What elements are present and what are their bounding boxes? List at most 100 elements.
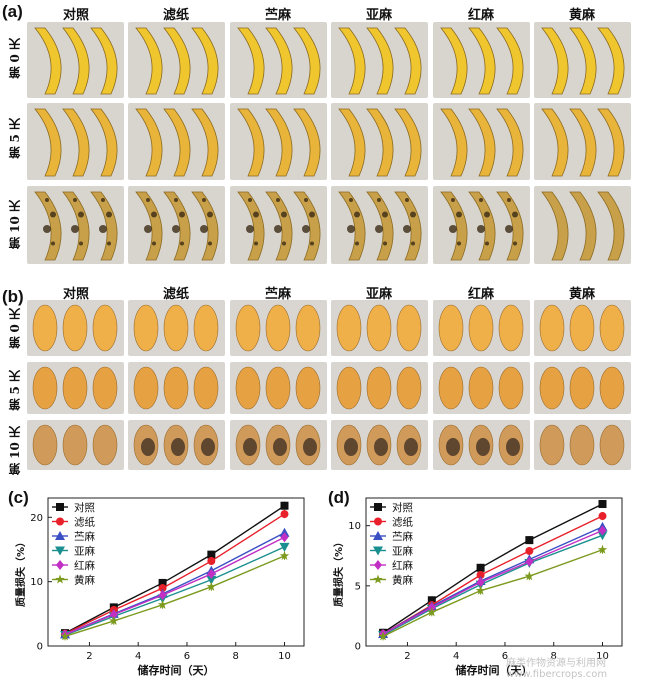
legend-label: 黄麻 — [392, 574, 413, 587]
y-axis-label: 质量损失（%） — [14, 537, 27, 607]
data-point — [427, 596, 436, 605]
panel-label-c: (c) — [8, 488, 29, 507]
legend-label: 滤纸 — [74, 516, 95, 529]
data-point — [158, 590, 167, 601]
data-point — [524, 571, 535, 581]
data-point — [279, 527, 290, 537]
data-point — [279, 550, 290, 560]
mango-photo — [534, 420, 631, 470]
mango-photo — [27, 362, 124, 414]
data-point — [280, 501, 289, 510]
legend-marker — [373, 546, 383, 556]
legend-label: 苎麻 — [74, 530, 95, 543]
data-point — [598, 512, 607, 521]
panel-label-b: (b) — [2, 287, 24, 306]
banana-photo — [331, 186, 428, 264]
data-point — [598, 525, 607, 536]
data-point — [476, 563, 485, 572]
mango-photo — [27, 420, 124, 470]
data-point — [280, 510, 289, 519]
legend-label: 黄麻 — [74, 574, 95, 587]
banana-photo — [27, 186, 124, 264]
mango-row-label: 第 5 天 — [8, 370, 22, 411]
mango-col-header: 亚麻 — [365, 287, 392, 302]
banana-row-label: 第 10 天 — [8, 200, 22, 250]
plot-frame — [47, 497, 305, 647]
banana-col-header: 黄麻 — [568, 8, 595, 23]
x-tick-label: 2 — [404, 651, 410, 662]
y-tick-label: 20 — [30, 513, 43, 524]
mango-photo — [230, 420, 327, 470]
banana-photo — [331, 103, 428, 180]
mango-photo — [534, 300, 631, 356]
data-point — [475, 585, 486, 595]
y-tick-label: 5 — [355, 581, 361, 592]
legend-marker — [55, 574, 65, 584]
x-tick-label: 8 — [551, 651, 557, 662]
banana-photo — [230, 22, 327, 98]
panel-label-d: (d) — [328, 488, 350, 507]
x-tick-label: 6 — [502, 651, 508, 662]
mango-photo — [128, 420, 225, 470]
panel-label-a: (a) — [2, 2, 23, 21]
banana-col-header: 苎麻 — [264, 8, 291, 23]
mango-photo — [230, 362, 327, 414]
data-point — [378, 631, 388, 641]
data-point — [109, 615, 119, 625]
data-point — [525, 546, 534, 555]
x-tick-label: 8 — [233, 651, 239, 662]
mango-photo — [433, 420, 530, 470]
x-tick-label: 2 — [86, 651, 92, 662]
data-point — [60, 631, 70, 641]
legend-marker — [55, 531, 65, 540]
banana-col-header: 对照 — [62, 8, 89, 23]
banana-photo — [128, 103, 225, 180]
legend-marker — [55, 546, 65, 556]
x-tick-label: 10 — [278, 651, 291, 662]
legend-marker — [374, 560, 382, 570]
x-tick-label: 4 — [135, 651, 141, 662]
banana-photo — [534, 186, 631, 264]
data-point — [158, 578, 167, 587]
plot-frame — [365, 497, 623, 647]
legend-marker — [374, 503, 382, 511]
mango-photo — [128, 362, 225, 414]
watermark-text: 麻类作物资源与利用网 www.fibercrops.com — [506, 658, 608, 680]
banana-photo — [433, 103, 530, 180]
mango-row-label: 第 0 天 — [8, 308, 22, 349]
mango-col-header: 对照 — [62, 287, 89, 302]
banana-photo — [128, 186, 225, 264]
legend-marker — [373, 531, 383, 540]
banana-photo — [27, 103, 124, 180]
banana-photo — [230, 186, 327, 264]
mango-photo — [27, 300, 124, 356]
y-tick-label: 10 — [30, 577, 43, 588]
x-tick-label: 6 — [184, 651, 190, 662]
data-point — [279, 542, 290, 552]
legend-marker — [374, 517, 382, 526]
data-point — [109, 609, 118, 620]
data-point — [206, 575, 217, 585]
x-axis-label: 储存时间（天） — [456, 663, 533, 677]
legend-label: 红麻 — [392, 559, 413, 572]
y-tick-label: 0 — [37, 642, 43, 653]
y-tick-label: 0 — [355, 642, 361, 653]
mango-photo — [331, 362, 428, 414]
mango-photo — [128, 300, 225, 356]
y-axis-label: 质量损失（%） — [332, 537, 345, 607]
banana-photo — [128, 22, 225, 98]
banana-photo — [534, 103, 631, 180]
mango-photo — [331, 420, 428, 470]
banana-col-header: 滤纸 — [162, 8, 189, 23]
data-point — [525, 536, 534, 545]
data-point — [207, 557, 216, 566]
legend-label: 滤纸 — [392, 516, 413, 529]
mango-photo — [331, 300, 428, 356]
data-point — [206, 581, 217, 591]
y-tick-label: 10 — [348, 521, 361, 532]
legend-marker — [56, 503, 64, 511]
x-tick-label: 10 — [596, 651, 609, 662]
data-point — [476, 577, 485, 588]
legend-marker — [373, 574, 383, 584]
series-line — [64, 555, 285, 638]
